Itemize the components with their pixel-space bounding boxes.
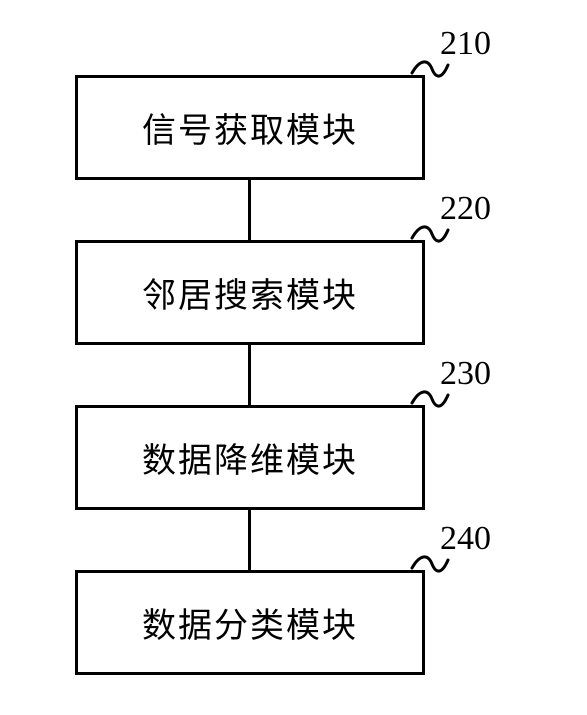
block-label: 信号获取模块 [142,103,358,152]
connector [248,345,251,405]
block-neighbor-search: 邻居搜索模块 [75,240,425,345]
block-dim-reduce: 数据降维模块 [75,405,425,510]
block-label: 数据分类模块 [142,598,358,647]
ref-number: 210 [440,25,491,63]
ref-number: 240 [440,520,491,558]
ref-number: 230 [440,355,491,393]
block-label: 邻居搜索模块 [142,268,358,317]
block-data-classify: 数据分类模块 [75,570,425,675]
flowchart-canvas: 信号获取模块 210 邻居搜索模块 220 数据降维模块 230 数据分类模块 … [0,0,587,715]
block-signal-acquire: 信号获取模块 [75,75,425,180]
ref-number: 220 [440,190,491,228]
connector [248,180,251,240]
block-label: 数据降维模块 [142,433,358,482]
connector [248,510,251,570]
